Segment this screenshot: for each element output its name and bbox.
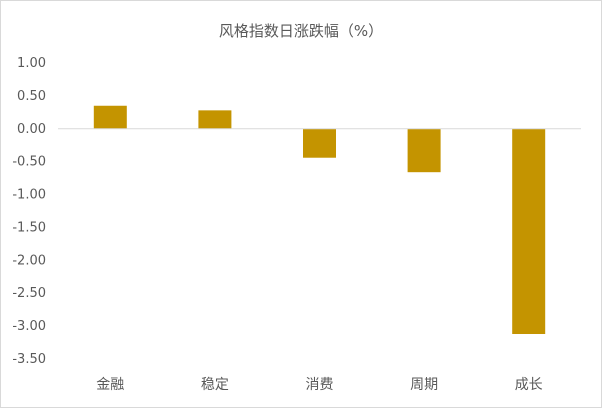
category-label: 消费 bbox=[306, 377, 334, 393]
bar bbox=[198, 110, 232, 129]
category-label: 成长 bbox=[515, 377, 543, 393]
y-tick-label: -3.50 bbox=[12, 352, 46, 367]
bar bbox=[93, 105, 127, 129]
y-tick-label: -0.50 bbox=[12, 155, 46, 170]
bar bbox=[407, 128, 441, 173]
bars bbox=[93, 105, 546, 335]
y-axis-ticks: 1.00 0.50 0.00 -0.50 -1.00 -1.50 -2.00 -2.50 -3.… bbox=[12, 56, 46, 367]
y-tick-label: -3.00 bbox=[12, 319, 46, 334]
category-label: 金融 bbox=[96, 377, 124, 393]
x-axis-categories: 金融 稳定 消费 周期 成长 bbox=[96, 377, 542, 393]
y-tick-label: -1.50 bbox=[12, 220, 46, 235]
bar bbox=[303, 128, 336, 158]
y-tick-label: -1.00 bbox=[12, 188, 46, 203]
category-label: 稳定 bbox=[201, 377, 229, 393]
y-tick-label: 0.00 bbox=[17, 122, 46, 137]
y-tick-label: 0.50 bbox=[17, 89, 46, 104]
y-tick-label: -2.50 bbox=[12, 286, 46, 301]
chart-title: 风格指数日涨跌幅（%） bbox=[219, 22, 383, 40]
category-label: 周期 bbox=[410, 377, 438, 393]
y-tick-label: -2.00 bbox=[12, 253, 46, 268]
bar bbox=[512, 128, 546, 335]
y-tick-label: 1.00 bbox=[17, 56, 46, 71]
